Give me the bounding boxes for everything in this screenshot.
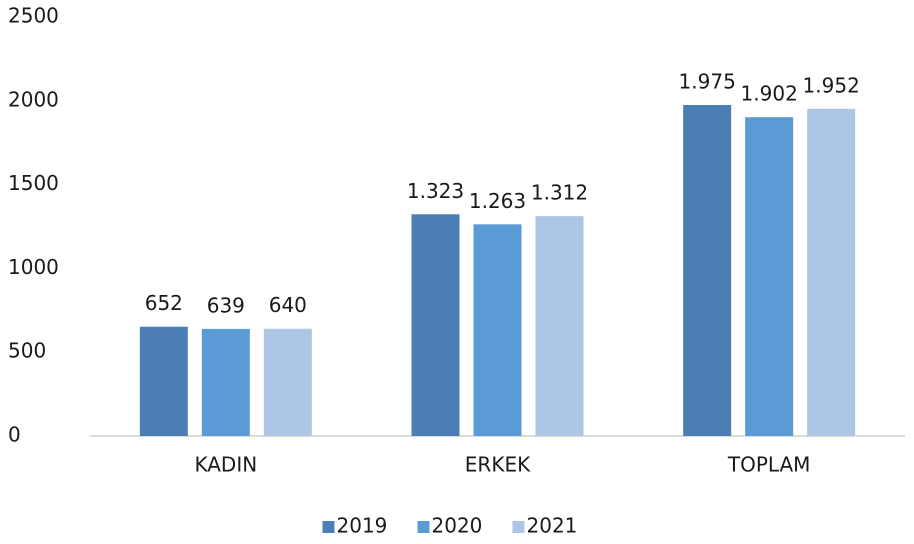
bar: [535, 216, 584, 436]
y-tick-label: 2000: [8, 87, 59, 111]
bar: [807, 108, 856, 437]
bar: [263, 328, 312, 436]
bar: [139, 326, 188, 436]
legend-label: 2021: [527, 514, 578, 538]
value-label: 639: [207, 293, 245, 317]
value-label: 1.952: [803, 73, 860, 97]
value-label: 1.975: [679, 69, 736, 93]
y-tick-label: 2500: [8, 4, 59, 28]
legend-swatch: [322, 521, 335, 533]
y-tick-label: 500: [8, 339, 46, 363]
value-label: 1.902: [741, 82, 798, 106]
y-tick-label: 1500: [8, 171, 59, 195]
value-label: 1.312: [531, 181, 588, 205]
value-label: 640: [269, 293, 307, 317]
y-tick-label: 0: [8, 423, 21, 447]
x-tick-label: ERKEK: [465, 453, 531, 477]
value-label: 1.323: [407, 179, 464, 203]
bar: [411, 214, 460, 436]
legend-swatch: [417, 521, 430, 533]
bar: [745, 117, 794, 437]
bar: [683, 104, 732, 437]
x-tick-label: TOPLAM: [727, 453, 811, 477]
legend-swatch: [512, 521, 525, 533]
legend-label: 2020: [432, 514, 483, 538]
y-tick-label: 1000: [8, 255, 59, 279]
value-label: 1.263: [469, 189, 526, 213]
legend-label: 2019: [337, 514, 388, 538]
bar: [473, 224, 522, 436]
x-tick-label: KADIN: [194, 453, 257, 477]
bar: [201, 328, 250, 436]
value-label: 652: [145, 291, 183, 315]
